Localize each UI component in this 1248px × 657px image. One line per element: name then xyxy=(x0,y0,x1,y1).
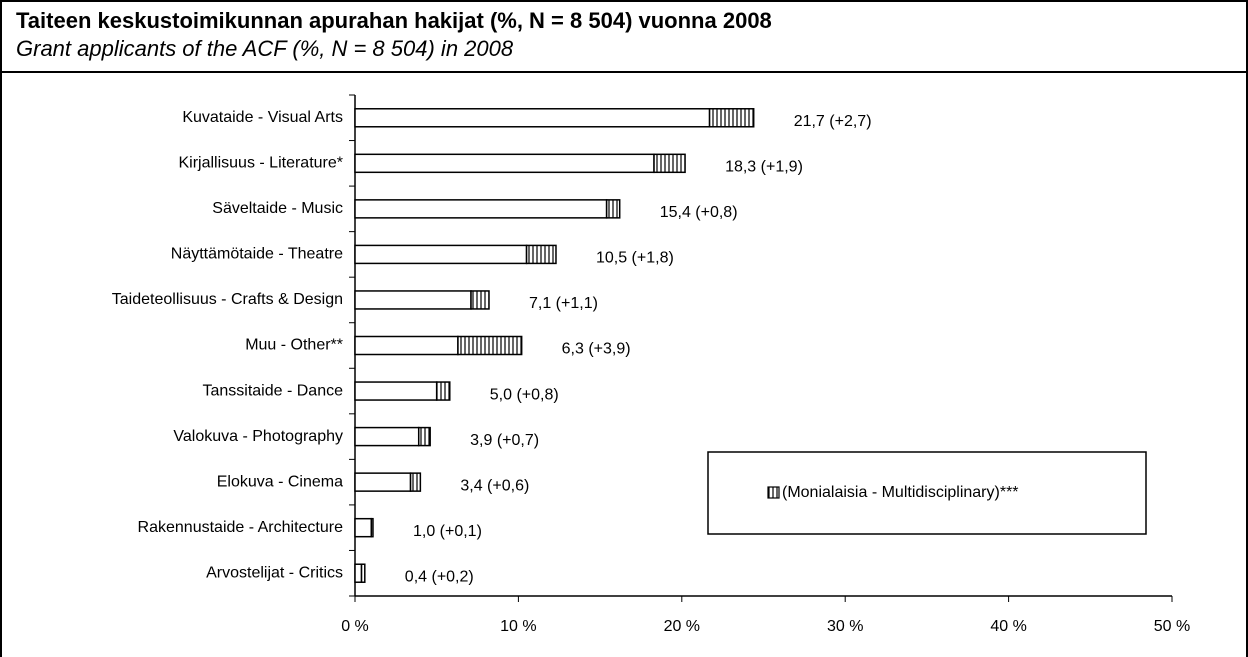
x-tick-label: 40 % xyxy=(990,618,1026,635)
data-label: 0,4 (+0,2) xyxy=(405,568,474,585)
bar-segment xyxy=(708,108,755,128)
y-tick-label: Rakennustaide - Architecture xyxy=(138,519,344,536)
data-label: 15,4 (+0,8) xyxy=(660,204,738,221)
data-label: 6,3 (+3,9) xyxy=(562,341,631,358)
y-tick-label: Näyttämötaide - Theatre xyxy=(171,246,343,263)
y-tick-label: Elokuva - Cinema xyxy=(217,473,343,490)
y-tick-label: Taideteollisuus - Crafts & Design xyxy=(112,291,343,308)
bar-segment xyxy=(354,381,438,401)
bar-segment xyxy=(354,335,459,356)
y-tick-label: Kirjallisuus - Literature* xyxy=(178,155,343,172)
x-tick-label: 0 % xyxy=(341,618,369,635)
data-label: 21,7 (+2,7) xyxy=(794,113,872,130)
bar-segment xyxy=(525,244,557,265)
y-tick-label: Muu - Other** xyxy=(245,337,343,354)
bar-segment xyxy=(354,426,420,447)
legend-swatch xyxy=(767,486,780,499)
data-label: 18,3 (+1,9) xyxy=(725,159,803,176)
data-label: 7,1 (+1,1) xyxy=(529,295,598,312)
bar-segment xyxy=(457,335,523,356)
data-label: 5,0 (+0,8) xyxy=(490,386,559,403)
bar-segment xyxy=(360,563,366,583)
legend-box xyxy=(707,451,1147,535)
bar-segment xyxy=(409,472,422,492)
bar-segment xyxy=(417,426,431,447)
y-tick-label: Kuvataide - Visual Arts xyxy=(182,109,343,126)
y-tick-label: Valokuva - Photography xyxy=(173,428,343,445)
bar-segment xyxy=(354,153,655,174)
y-tick-label: Säveltaide - Music xyxy=(212,200,343,217)
bar-segment xyxy=(354,563,363,583)
bar-segment xyxy=(354,472,412,492)
bar-segment xyxy=(653,153,686,174)
data-label: 10,5 (+1,8) xyxy=(596,250,674,267)
chart-subtitle: Grant applicants of the ACF (%, N = 8 50… xyxy=(16,36,514,61)
chart-title: Taiteen keskustoimikunnan apurahan hakij… xyxy=(16,8,772,33)
bar-segment xyxy=(435,381,451,401)
bar-segment xyxy=(354,108,711,128)
y-tick-label: Arvostelijat - Critics xyxy=(206,564,343,581)
bar-segment xyxy=(354,517,373,538)
x-tick-label: 30 % xyxy=(827,618,863,635)
x-tick-label: 20 % xyxy=(664,618,700,635)
data-label: 3,4 (+0,6) xyxy=(460,477,529,494)
bar-segment xyxy=(354,244,528,265)
data-label: 1,0 (+0,1) xyxy=(413,523,482,540)
legend-label: (Monialaisia - Multidisciplinary)*** xyxy=(782,484,1019,501)
bar-segment xyxy=(470,290,490,310)
x-tick-label: 10 % xyxy=(500,618,536,635)
bar-segment xyxy=(354,199,608,219)
bar-segment xyxy=(605,199,621,219)
y-tick-label: Tanssitaide - Dance xyxy=(202,382,343,399)
data-label: 3,9 (+0,7) xyxy=(470,432,539,449)
x-tick-label: 50 % xyxy=(1154,618,1190,635)
bar-segment xyxy=(370,517,374,538)
bar-segment xyxy=(354,290,472,310)
